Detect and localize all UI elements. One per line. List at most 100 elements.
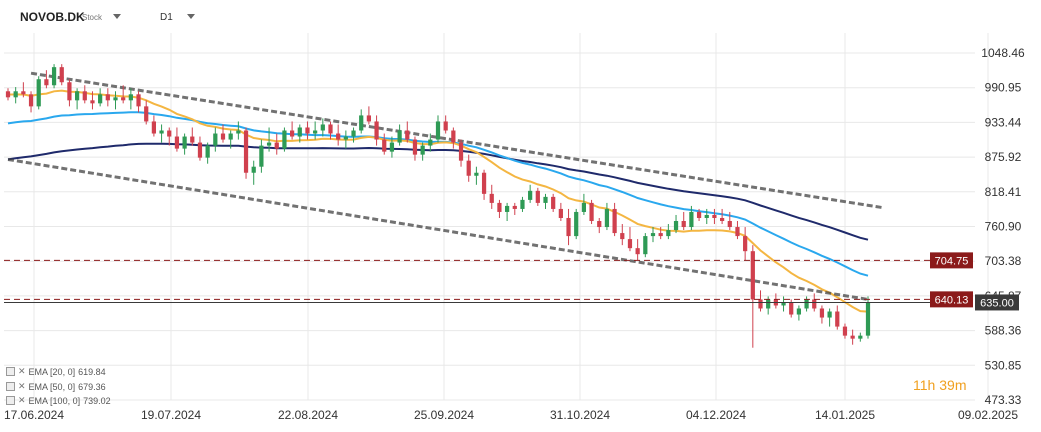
- candle-body: [443, 121, 448, 131]
- price-tag: [930, 291, 973, 308]
- candle-body: [36, 79, 41, 107]
- candle-body: [136, 94, 141, 107]
- candle-body: [121, 97, 126, 101]
- candle-body: [151, 121, 157, 134]
- settings-icon[interactable]: [6, 396, 15, 405]
- candle-body: [205, 145, 210, 158]
- candle-body: [643, 236, 648, 255]
- price-tag: [930, 252, 973, 269]
- candle-body: [865, 302, 871, 336]
- channel-line: [7, 157, 869, 301]
- x-tick-label: 25.09.2024: [414, 408, 474, 422]
- candle-body: [520, 199, 525, 209]
- y-tick-label: 530.85: [985, 358, 1022, 372]
- candle-body: [558, 208, 563, 218]
- candle-body: [597, 221, 602, 228]
- legend-value: 679.36: [78, 381, 106, 392]
- ema-line: [7, 89, 869, 313]
- candle-body: [451, 130, 456, 143]
- candle-body: [766, 299, 771, 309]
- candle-body: [28, 94, 34, 107]
- close-icon[interactable]: ✕: [18, 395, 26, 405]
- candle-body: [658, 233, 663, 237]
- close-icon[interactable]: ✕: [18, 381, 26, 391]
- price-tag-label: 704.75: [935, 255, 969, 267]
- candle-body: [581, 202, 587, 212]
- candle-body: [167, 130, 172, 137]
- candle-body: [105, 94, 110, 101]
- candle-body: [313, 130, 318, 134]
- candle-body: [98, 94, 103, 104]
- chart-toolbar: NOVOB.DK Stock D1: [0, 0, 1041, 34]
- candle-body: [551, 196, 556, 209]
- candle-body: [82, 91, 87, 101]
- candle-body: [51, 67, 57, 86]
- candle-body: [382, 139, 387, 152]
- candle-body: [743, 236, 748, 252]
- candle-body: [566, 217, 571, 237]
- candle-body: [366, 115, 372, 122]
- candle-body: [190, 136, 195, 143]
- candle-body: [458, 142, 464, 161]
- candle-body: [627, 239, 633, 249]
- close-icon[interactable]: ✕: [18, 366, 26, 376]
- candle-body: [197, 142, 203, 158]
- x-tick-label: 14.01.2025: [815, 408, 875, 422]
- price-tag-label: 635.00: [980, 297, 1014, 309]
- candle-body: [474, 172, 479, 176]
- trend-channel: [7, 71, 884, 301]
- y-tick-label: 818.41: [985, 185, 1022, 199]
- candle-body: [704, 214, 709, 218]
- candle-body: [650, 233, 656, 237]
- candle-body: [719, 217, 725, 222]
- chevron-down-icon[interactable]: [113, 14, 121, 19]
- candle-body: [159, 130, 164, 134]
- price-tags: 704.75 640.13 635.00: [930, 252, 1019, 311]
- candle-body: [466, 160, 471, 176]
- candle-body: [236, 130, 241, 134]
- candle-body: [182, 136, 187, 149]
- y-tick-label: 1048.46: [981, 46, 1025, 60]
- x-axis: 17.06.2024 19.07.2024 22.08.2024 25.09.2024…: [4, 408, 1018, 422]
- candle-body: [59, 67, 64, 83]
- legend-value: 619.84: [78, 366, 106, 377]
- candle-body: [512, 205, 517, 209]
- candle-body: [574, 211, 579, 237]
- candle-body: [243, 130, 249, 173]
- candle-body: [213, 133, 218, 146]
- settings-icon[interactable]: [6, 382, 15, 391]
- chevron-down-icon[interactable]: [187, 14, 195, 19]
- candle-body: [497, 202, 502, 212]
- legend-ema-20: ✕ EMA [20, 0] 619.84: [6, 366, 106, 377]
- timeframe-selector[interactable]: D1: [160, 12, 173, 23]
- symbol-name[interactable]: NOVOB.DK: [20, 10, 85, 24]
- candle-body: [428, 139, 433, 146]
- legend-value: 739.02: [83, 395, 111, 406]
- candle-body: [389, 142, 395, 152]
- candle-body: [504, 205, 510, 212]
- candle-body: [266, 142, 272, 146]
- candle-body: [696, 211, 702, 218]
- settings-icon[interactable]: [6, 367, 15, 376]
- candle-body: [282, 130, 287, 149]
- candle-body: [144, 106, 149, 122]
- candle-body: [420, 145, 425, 155]
- candle-body: [320, 124, 325, 131]
- candle-body: [681, 221, 686, 228]
- symbol-type: Stock: [82, 13, 103, 22]
- y-tick-label: 588.36: [985, 324, 1022, 338]
- candle-body: [174, 136, 180, 149]
- candle-body: [712, 214, 717, 218]
- x-tick-label: 19.07.2024: [141, 408, 201, 422]
- legend-ema-100: ✕ EMA [100, 0] 739.02: [6, 395, 111, 406]
- candle-body: [374, 121, 379, 140]
- y-tick-label: 933.44: [985, 115, 1022, 129]
- candle-body: [666, 230, 671, 237]
- candle-body: [489, 193, 494, 203]
- candles: [5, 64, 871, 348]
- candle-body: [543, 196, 548, 203]
- candle-body: [850, 335, 855, 339]
- candle-body: [842, 326, 848, 336]
- price-tag: [975, 294, 1019, 311]
